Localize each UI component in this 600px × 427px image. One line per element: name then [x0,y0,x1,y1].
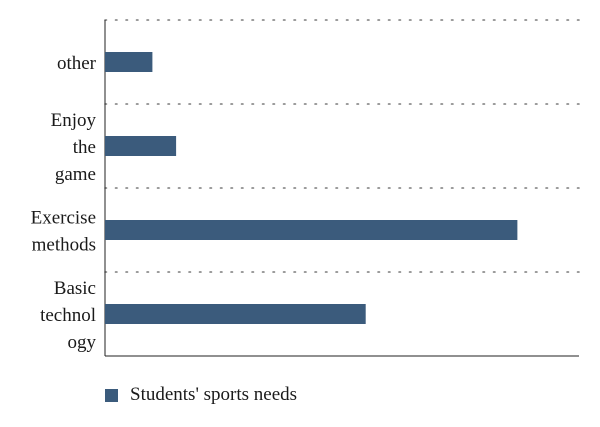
category-label: Basic technol ogy [40,278,96,353]
legend-label: Students' sports needs [130,384,298,405]
category-labels: other Enjoy the game Exercise methods Basic tec… [31,53,97,353]
bar-chart: other Enjoy the game Exercise methods Basic tec… [31,19,580,357]
legend-swatch [105,388,118,402]
bar [105,52,153,72]
category-label: Exercise methods [31,208,96,256]
bars [105,52,518,324]
bar [105,304,366,324]
bar [105,136,177,156]
category-label: Enjoy the game [51,110,97,185]
category-label: other [57,53,97,74]
axes [104,20,579,357]
bar [105,220,518,240]
legend: Students' sports needs [105,384,297,406]
